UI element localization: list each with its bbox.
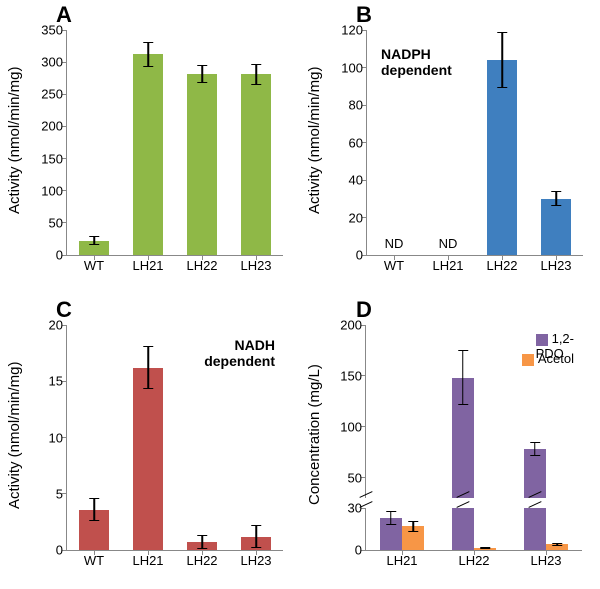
bar xyxy=(133,54,163,255)
x-tick-label: LH21 xyxy=(386,553,417,568)
bar xyxy=(541,199,571,255)
x-tick-label: WT xyxy=(384,258,404,273)
y-tick-label: 120 xyxy=(341,23,363,38)
x-tick-label: LH23 xyxy=(240,258,271,273)
y-tick-label: 5 xyxy=(56,486,63,501)
error-bar xyxy=(556,543,558,546)
y-tick-label: 0 xyxy=(56,543,63,558)
nd-label: ND xyxy=(439,236,458,251)
bar xyxy=(452,508,474,550)
error-bar xyxy=(390,511,392,525)
x-tick-label: WT xyxy=(84,553,104,568)
panel-a: A Activity (nmol/min/mg) 050100150200250… xyxy=(0,0,300,290)
y-tick-label: 20 xyxy=(349,210,363,225)
y-tick-label: 20 xyxy=(49,318,63,333)
y-tick-label: 100 xyxy=(341,60,363,75)
y-tick-label: 350 xyxy=(41,23,63,38)
y-tick-label: 80 xyxy=(349,98,363,113)
x-tick-label: LH22 xyxy=(186,258,217,273)
nd-label: ND xyxy=(385,236,404,251)
x-tick-label: LH22 xyxy=(186,553,217,568)
error-bar xyxy=(201,535,203,549)
y-tick-label: 200 xyxy=(340,318,362,333)
error-bar xyxy=(462,350,464,405)
bar xyxy=(524,449,546,498)
error-bar xyxy=(147,42,149,68)
x-tick-label: LH23 xyxy=(540,258,571,273)
bar xyxy=(241,74,271,255)
bar xyxy=(487,60,517,255)
figure: A Activity (nmol/min/mg) 050100150200250… xyxy=(0,0,600,589)
bar xyxy=(133,368,163,550)
bar xyxy=(524,508,546,550)
error-bar xyxy=(555,191,557,206)
error-bar xyxy=(534,442,536,456)
error-bar xyxy=(93,236,95,245)
y-tick-label: 0 xyxy=(355,543,362,558)
error-bar xyxy=(501,32,503,88)
x-tick-label: LH23 xyxy=(530,553,561,568)
annotation: NADHdependent xyxy=(204,337,275,369)
error-bar xyxy=(484,547,486,550)
x-tick-label: LH22 xyxy=(458,553,489,568)
panel-b: B Activity (nmol/min/mg) 020406080100120… xyxy=(300,0,600,290)
error-bar xyxy=(201,65,203,83)
x-tick-label: LH21 xyxy=(432,258,463,273)
y-tick-label: 60 xyxy=(349,135,363,150)
panel-a-plot: 050100150200250300350WTLH21LH22LH23 xyxy=(66,30,283,256)
x-tick-label: LH22 xyxy=(486,258,517,273)
error-bar xyxy=(255,64,257,85)
y-tick-label: 150 xyxy=(41,151,63,166)
y-tick-label: 100 xyxy=(41,183,63,198)
axis-break-icon xyxy=(359,494,373,512)
y-tick-label: 200 xyxy=(41,119,63,134)
panel-b-ylabel: Activity (nmol/min/mg) xyxy=(306,45,323,235)
legend-swatch-icon xyxy=(536,334,548,346)
panel-c: C Activity (nmol/min/mg) 05101520WTLH21L… xyxy=(0,295,300,585)
legend-item: Acetol xyxy=(522,351,574,366)
y-tick-label: 150 xyxy=(340,368,362,383)
y-tick-label: 15 xyxy=(49,374,63,389)
y-tick-label: 0 xyxy=(56,248,63,263)
legend-label: Acetol xyxy=(538,351,574,366)
y-tick-label: 50 xyxy=(49,215,63,230)
panel-d: D Concentration (mg/L) 03050100150200LH2… xyxy=(300,295,600,585)
y-tick-label: 250 xyxy=(41,87,63,102)
error-bar xyxy=(93,498,95,521)
panel-d-plot: 03050100150200LH21LH22LH231,2-PDOAcetol xyxy=(366,325,582,551)
error-bar xyxy=(255,525,257,548)
annotation: NADPHdependent xyxy=(381,46,452,78)
x-tick-label: LH21 xyxy=(132,258,163,273)
bar-break-icon xyxy=(456,494,470,512)
error-bar xyxy=(147,346,149,389)
y-tick-label: 40 xyxy=(349,173,363,188)
error-bar xyxy=(412,521,414,532)
panel-a-ylabel: Activity (nmol/min/mg) xyxy=(6,45,23,235)
y-tick-label: 50 xyxy=(348,470,362,485)
y-tick-label: 10 xyxy=(49,430,63,445)
bar xyxy=(187,74,217,255)
bar-break-icon xyxy=(528,494,542,512)
panel-c-plot: 05101520WTLH21LH22LH23NADHdependent xyxy=(66,325,283,551)
x-tick-label: LH23 xyxy=(240,553,271,568)
y-tick-label: 300 xyxy=(41,55,63,70)
panel-b-plot: 020406080100120WTNDLH21NDLH22LH23NADPHde… xyxy=(366,30,583,256)
x-tick-label: LH21 xyxy=(132,553,163,568)
panel-d-ylabel: Concentration (mg/L) xyxy=(306,340,323,530)
panel-c-ylabel: Activity (nmol/min/mg) xyxy=(6,340,23,530)
y-tick-label: 100 xyxy=(340,419,362,434)
y-tick-label: 0 xyxy=(356,248,363,263)
x-tick-label: WT xyxy=(84,258,104,273)
legend-swatch-icon xyxy=(522,354,534,366)
